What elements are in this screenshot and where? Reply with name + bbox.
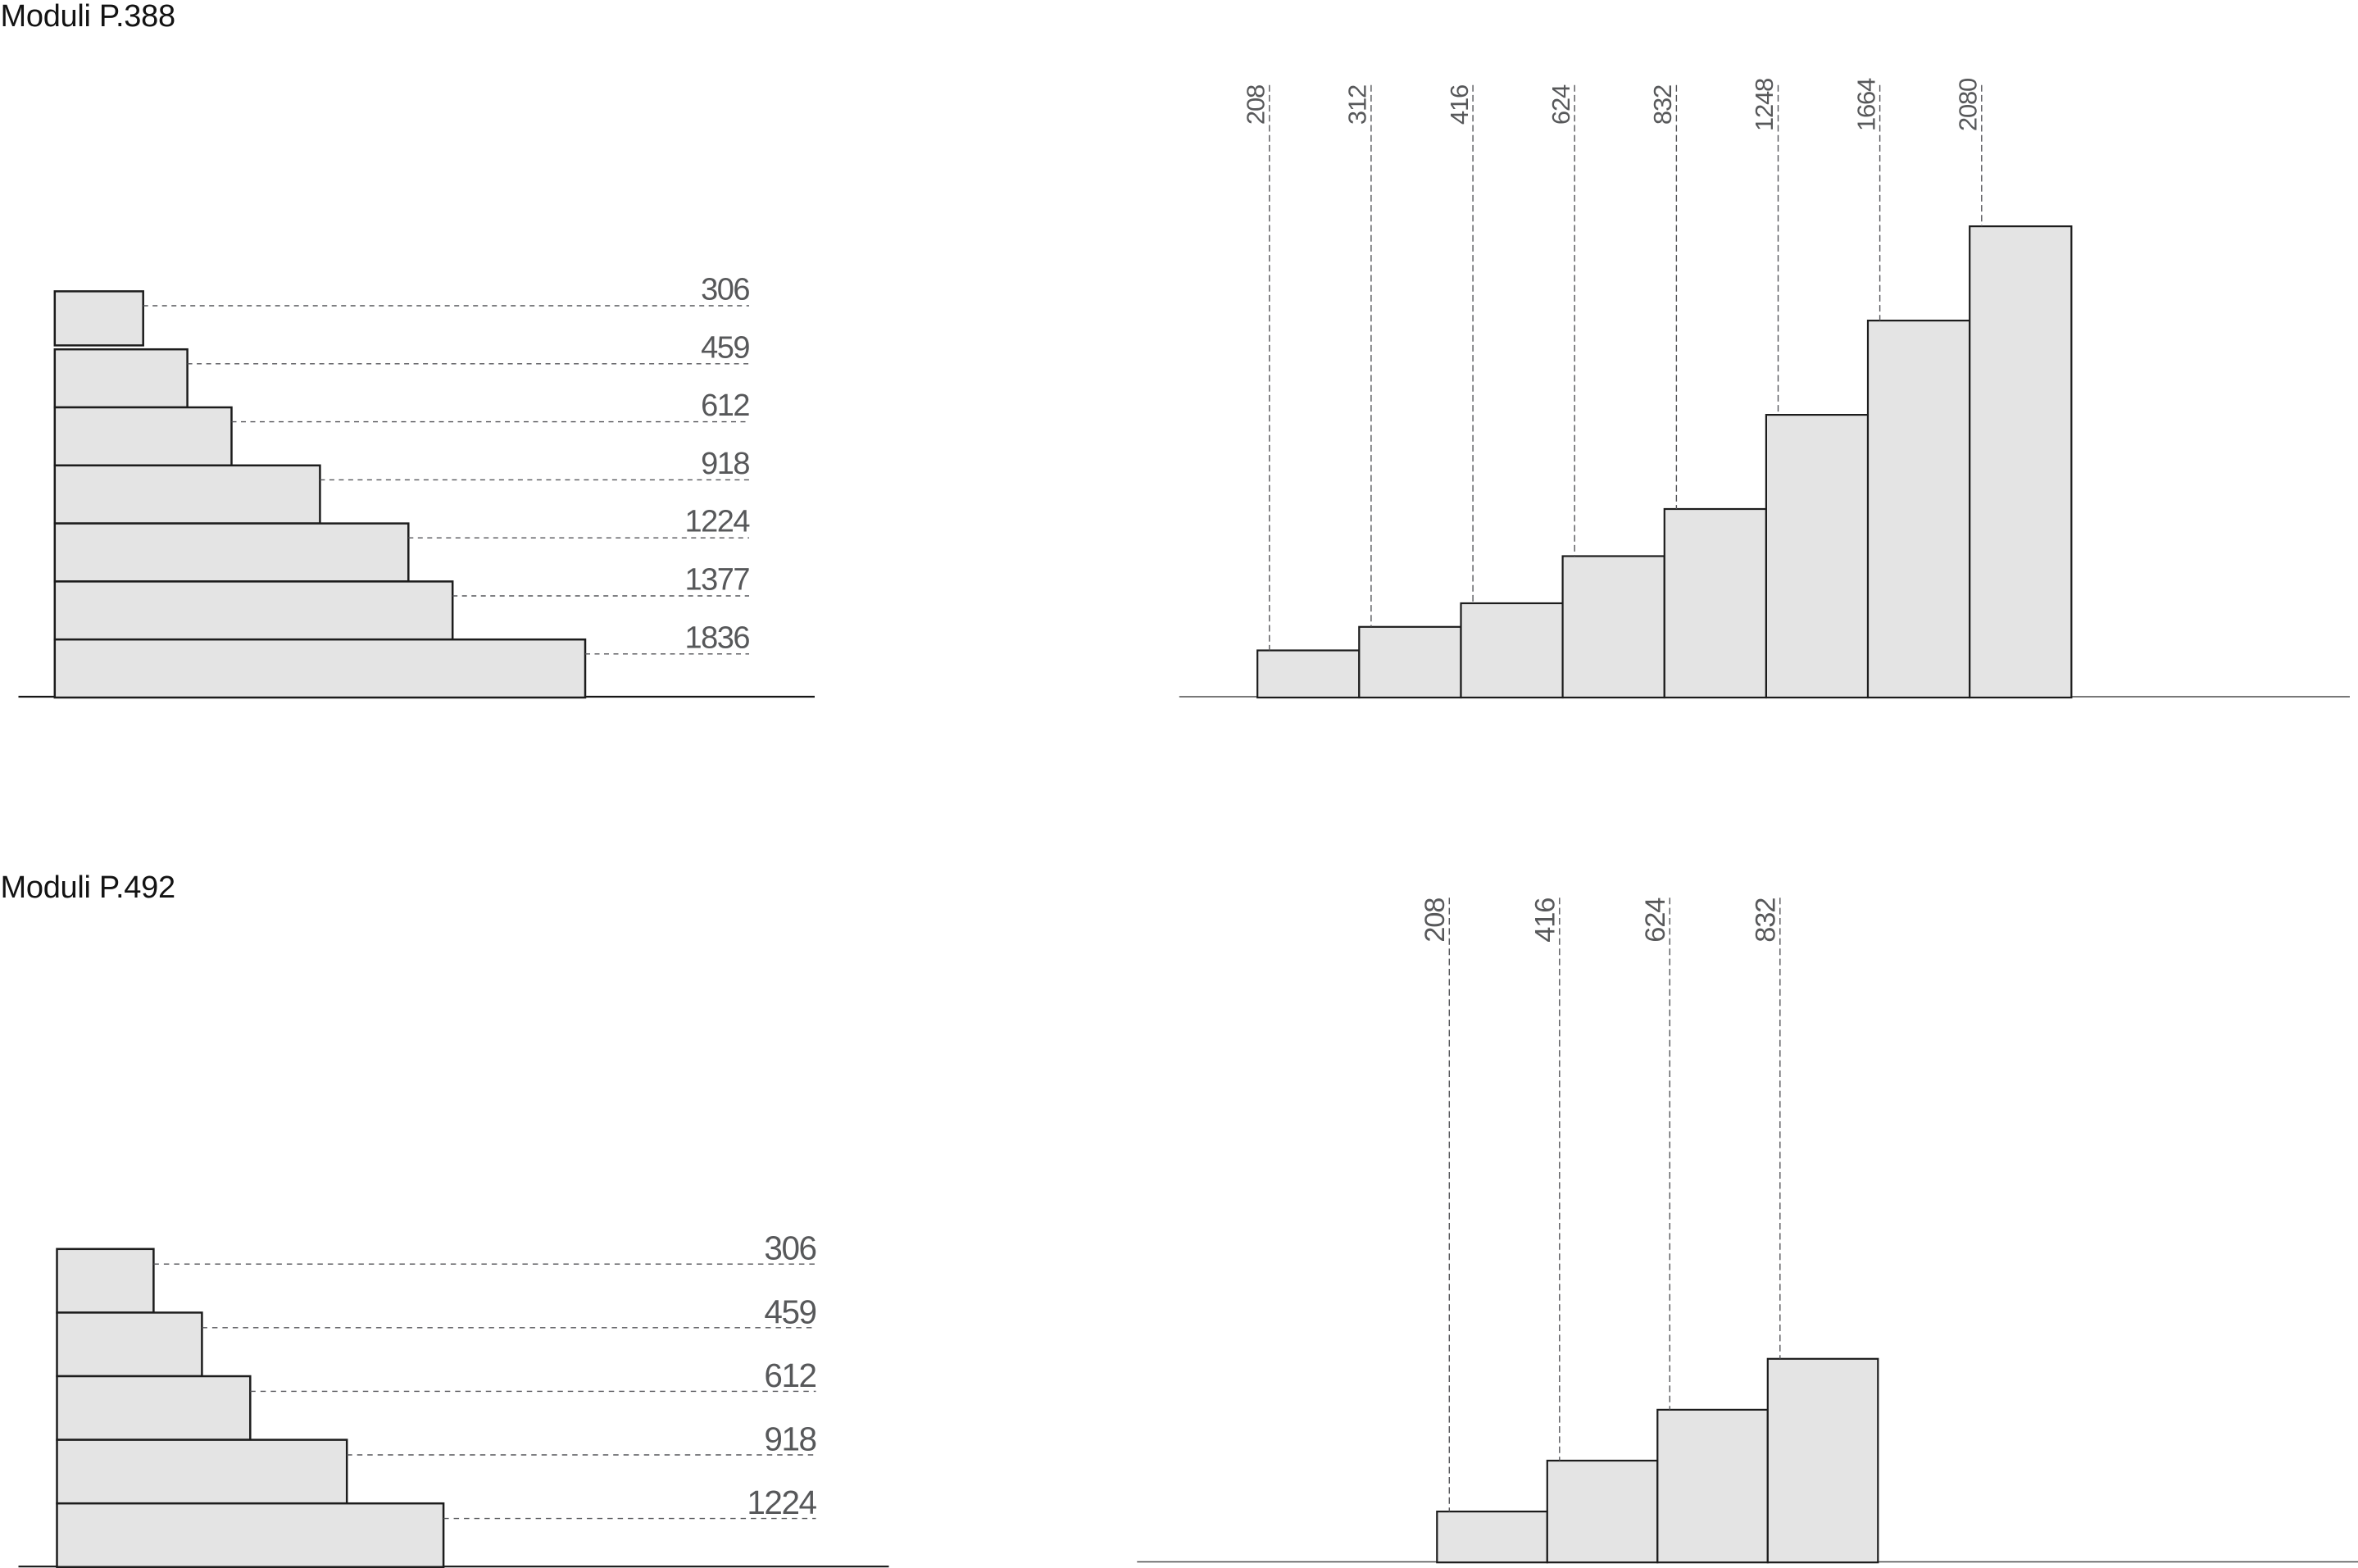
svg-text:624: 624	[1547, 84, 1575, 125]
svg-text:208: 208	[1420, 898, 1451, 943]
svg-text:416: 416	[1445, 85, 1474, 125]
svg-text:1836: 1836	[684, 620, 749, 655]
svg-text:459: 459	[764, 1293, 816, 1330]
svg-text:Moduli P.492: Moduli P.492	[1, 870, 175, 905]
svg-text:832: 832	[1750, 898, 1781, 943]
svg-text:832: 832	[1648, 85, 1677, 125]
svg-text:1224: 1224	[684, 505, 750, 539]
svg-text:1224: 1224	[747, 1484, 816, 1521]
svg-text:612: 612	[764, 1357, 816, 1394]
svg-text:612: 612	[701, 389, 749, 423]
svg-text:624: 624	[1640, 898, 1671, 943]
svg-text:1377: 1377	[684, 563, 749, 598]
svg-text:1248: 1248	[1750, 79, 1779, 131]
svg-text:208: 208	[1242, 85, 1270, 125]
svg-text:918: 918	[764, 1420, 816, 1458]
svg-text:416: 416	[1529, 898, 1561, 943]
svg-text:Moduli P.388: Moduli P.388	[1, 0, 175, 34]
svg-text:2080: 2080	[1954, 78, 1983, 131]
svg-text:306: 306	[764, 1229, 816, 1267]
svg-text:1664: 1664	[1851, 78, 1880, 131]
svg-text:459: 459	[701, 330, 749, 365]
svg-text:312: 312	[1343, 85, 1372, 125]
svg-text:918: 918	[701, 447, 749, 481]
svg-text:306: 306	[701, 273, 749, 307]
